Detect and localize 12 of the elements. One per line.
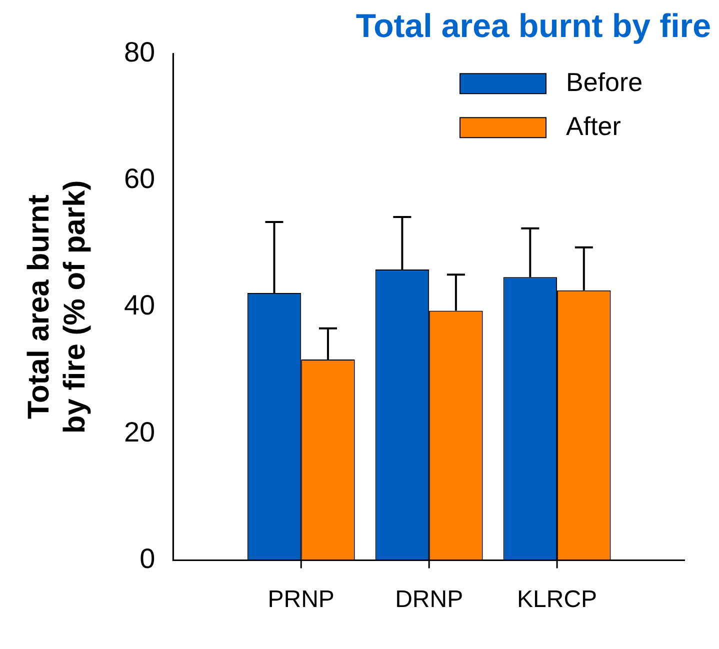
y-tick-label: 40 [124, 290, 156, 321]
y-tick-label: 0 [140, 542, 156, 574]
y-tick-label: 80 [124, 36, 156, 68]
legend-label: After [566, 110, 622, 141]
y-tick-label: 20 [124, 416, 156, 448]
x-tick-label: DRNP [395, 586, 464, 614]
y-tick-label: 60 [124, 162, 156, 194]
x-tick-label: KLRCP [517, 586, 598, 614]
x-tick-label: PRNP [268, 586, 334, 614]
y-axis-title: Total area burnt by fire (% of park) [22, 180, 92, 434]
legend-label: Before [566, 66, 643, 97]
chart-title: Total area burnt by fire [356, 6, 711, 44]
